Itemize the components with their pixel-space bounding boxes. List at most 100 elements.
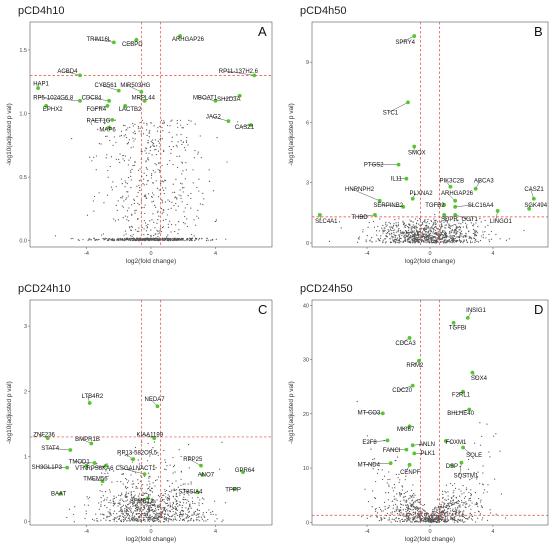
background-point <box>139 186 141 189</box>
background-point <box>436 234 438 236</box>
background-point <box>190 519 192 521</box>
background-point <box>396 237 399 239</box>
background-point <box>415 218 417 220</box>
background-point <box>400 493 402 495</box>
background-point <box>198 237 201 240</box>
background-point <box>460 240 463 242</box>
background-point <box>446 512 448 514</box>
gene-point-spry4 <box>412 34 417 38</box>
background-point <box>107 472 109 474</box>
background-point <box>152 182 154 184</box>
background-point <box>451 242 453 244</box>
background-point <box>175 494 177 496</box>
background-point <box>433 228 435 230</box>
background-point <box>414 225 416 227</box>
background-point <box>411 519 413 521</box>
background-point <box>147 518 149 520</box>
background-point <box>153 501 155 503</box>
background-point <box>134 518 136 520</box>
background-point <box>149 489 151 491</box>
background-point <box>149 455 151 457</box>
background-point <box>482 492 485 494</box>
gene-label: SDPR <box>441 217 458 223</box>
background-point <box>486 519 489 521</box>
background-point <box>131 235 133 237</box>
gene-label: ST8SIA4 <box>178 490 203 496</box>
gene-point-cebpd <box>134 37 139 42</box>
gene-label-leader <box>39 97 81 102</box>
background-point <box>161 516 163 518</box>
background-point <box>143 172 145 174</box>
background-point <box>186 238 188 240</box>
background-point <box>395 473 397 476</box>
background-point <box>152 169 154 172</box>
background-point <box>147 520 149 522</box>
background-point <box>432 518 434 520</box>
background-point <box>153 125 155 127</box>
background-point <box>175 512 177 515</box>
background-point <box>186 218 188 220</box>
background-point <box>407 509 409 511</box>
background-point <box>465 233 467 235</box>
background-point <box>206 238 208 240</box>
background-point <box>434 507 436 509</box>
gene-label-leader <box>350 188 380 201</box>
background-point <box>167 199 169 201</box>
background-point <box>205 239 208 242</box>
background-point <box>418 499 420 501</box>
background-point <box>409 521 411 523</box>
background-point <box>216 137 218 139</box>
gene-point-sh3gl1p3 <box>65 465 70 470</box>
background-point <box>425 231 427 233</box>
background-point <box>144 492 146 494</box>
gene-label-leader <box>63 70 81 76</box>
background-point <box>133 199 135 201</box>
background-point <box>465 503 467 505</box>
background-point <box>139 520 141 522</box>
background-point <box>139 516 141 518</box>
background-point <box>442 237 444 240</box>
background-point <box>119 495 122 497</box>
background-point <box>486 423 488 425</box>
background-point <box>120 178 123 180</box>
background-point <box>123 519 125 521</box>
background-point <box>442 493 444 495</box>
background-point <box>428 223 430 225</box>
background-point <box>157 509 160 511</box>
background-point <box>415 234 417 237</box>
background-point <box>449 502 451 504</box>
background-point <box>147 223 149 226</box>
background-point <box>197 153 199 155</box>
background-point <box>474 229 476 231</box>
background-point <box>120 519 122 521</box>
background-point <box>145 147 148 150</box>
x-tick-label: -4 <box>84 251 89 257</box>
background-point <box>391 513 393 515</box>
background-point <box>106 515 108 517</box>
background-point <box>136 502 138 504</box>
background-point <box>132 511 134 513</box>
background-point <box>469 218 471 220</box>
background-point <box>194 123 196 125</box>
background-point <box>160 513 163 515</box>
background-point <box>177 126 179 128</box>
background-point <box>177 141 179 143</box>
background-point <box>455 502 458 504</box>
background-point <box>411 228 413 230</box>
background-point <box>172 456 174 459</box>
background-point <box>449 508 451 510</box>
background-point <box>151 500 154 502</box>
gene-label: IL11 <box>391 177 403 183</box>
background-point <box>164 461 167 464</box>
background-point <box>153 221 155 224</box>
background-point <box>463 510 465 512</box>
gene-label: SH2D3A <box>217 97 240 103</box>
background-point <box>442 518 444 521</box>
background-point <box>461 519 463 521</box>
background-point <box>180 124 182 126</box>
background-point <box>167 494 169 496</box>
background-point <box>490 230 492 233</box>
background-point <box>95 239 97 241</box>
y-tick-label: 0 <box>306 241 309 247</box>
background-point <box>433 222 435 224</box>
